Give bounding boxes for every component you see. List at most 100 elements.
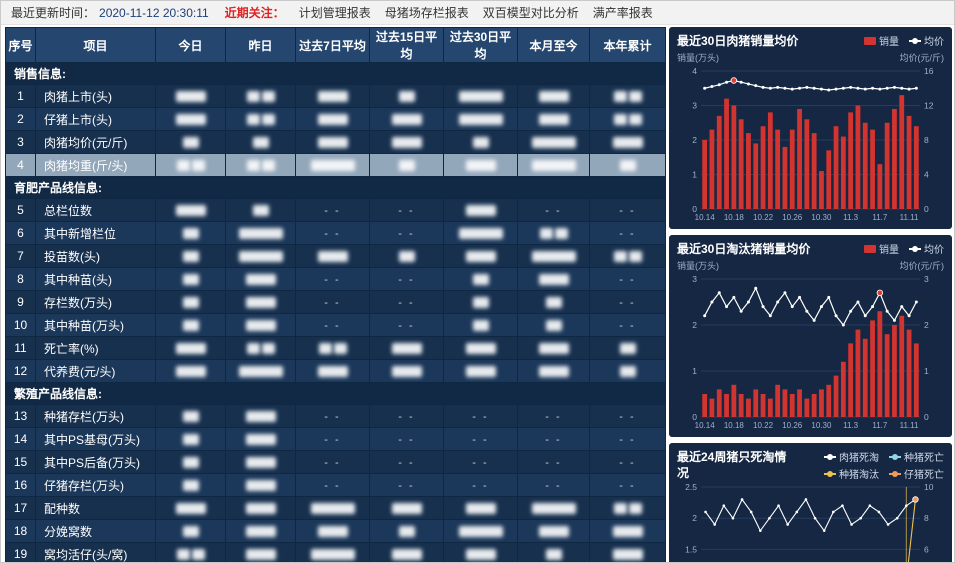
- column-header: 昨日: [225, 27, 296, 63]
- table-row[interactable]: 16 仔猪存栏(万头) - - - - - - - - - -: [5, 473, 666, 497]
- column-header: 过去15日平均: [369, 27, 444, 63]
- masked-value: [458, 114, 503, 126]
- legend-item-0[interactable]: 销量: [864, 241, 899, 256]
- legend-item-3[interactable]: 仔猪死亡: [889, 466, 944, 481]
- masked-value: [472, 297, 489, 309]
- cell-masked: [225, 359, 296, 383]
- table-row[interactable]: 15 其中PS后备(万头) - - - - - - - - - -: [5, 450, 666, 474]
- row-number: 1: [5, 84, 36, 108]
- masked-value: [175, 343, 206, 355]
- masked-value: [619, 160, 636, 172]
- masked-value: [317, 526, 348, 538]
- y-right-axis-label: 均价(元/斤): [899, 53, 945, 63]
- masked-value: [245, 457, 276, 469]
- row-number: 7: [5, 244, 36, 268]
- svg-text:10.30: 10.30: [811, 213, 832, 222]
- masked-value: [261, 114, 275, 126]
- nav-link-sow-farm-inventory-report[interactable]: 母猪场存栏报表: [384, 6, 469, 20]
- table-row[interactable]: 12 代养费(元/头): [5, 359, 666, 383]
- legend-item-2[interactable]: 种猪淘汰: [824, 466, 879, 481]
- line-swatch-icon: [889, 453, 901, 460]
- table-row[interactable]: 14 其中PS基母(万头) - - - - - - - - - -: [5, 427, 666, 451]
- svg-text:0: 0: [924, 204, 929, 214]
- focus-label: 近期关注：: [224, 6, 285, 20]
- table-row[interactable]: 7 投苗数(头): [5, 244, 666, 268]
- cell-dash: - -: [517, 404, 590, 428]
- chart-legend: 销量 均价: [864, 241, 944, 256]
- row-item-label: 分娩窝数: [35, 519, 156, 543]
- table-row[interactable]: 2 仔猪上市(头): [5, 107, 666, 131]
- daily-report-table: 序号 项目 今日 昨日 过去7日平均 过去15日平均 过去30日平均 本月至今 本年累计 销售信息…: [5, 27, 666, 562]
- table-row[interactable]: 4 肉猪均重(斤/头): [5, 153, 666, 177]
- empty-value: - -: [545, 411, 562, 423]
- row-item-label: 肉猪均重(斤/头): [35, 153, 156, 177]
- column-header: 过去30日平均: [443, 27, 518, 63]
- table-row[interactable]: 19 窝均活仔(头/窝): [5, 542, 666, 562]
- masked-value: [531, 503, 576, 515]
- masked-value: [191, 549, 205, 561]
- cell-masked: [517, 153, 590, 177]
- cell-dash: - -: [369, 290, 444, 314]
- cell-dash: - -: [589, 404, 666, 428]
- row-number: 12: [5, 359, 36, 383]
- table-row[interactable]: 13 种猪存栏(万头) - - - - - - - - - -: [5, 404, 666, 428]
- cell-dash: - -: [295, 267, 370, 291]
- cell-masked: [225, 473, 296, 497]
- cell-masked: [155, 267, 226, 291]
- nav-link-plan-report[interactable]: 计划管理报表: [298, 6, 371, 20]
- row-number: 15: [5, 450, 36, 474]
- masked-value: [458, 91, 503, 103]
- masked-value: [465, 160, 496, 172]
- table-row[interactable]: 5 总栏位数 - - - - - - - -: [5, 198, 666, 222]
- cell-masked: [369, 519, 444, 543]
- legend-item-0[interactable]: 销量: [864, 33, 899, 48]
- masked-value: [238, 251, 283, 263]
- svg-text:11.3: 11.3: [843, 421, 859, 430]
- legend-item-0[interactable]: 肉猪死淘: [824, 449, 879, 464]
- masked-value: [245, 526, 276, 538]
- cell-dash: - -: [369, 450, 444, 474]
- cell-masked: [225, 267, 296, 291]
- cell-masked: [589, 496, 666, 520]
- row-item-label: 总栏位数: [35, 198, 156, 222]
- empty-value: - -: [398, 480, 415, 492]
- table-row[interactable]: 8 其中种苗(头) - - - - - -: [5, 267, 666, 291]
- masked-value: [391, 137, 422, 149]
- masked-value: [238, 366, 283, 378]
- cell-masked: [155, 450, 226, 474]
- legend-item-1[interactable]: 种猪死亡: [889, 449, 944, 464]
- cell-masked: [155, 359, 226, 383]
- table-row[interactable]: 10 其中种苗(万头) - - - - - -: [5, 313, 666, 337]
- empty-value: - -: [398, 205, 415, 217]
- svg-text:1: 1: [924, 366, 929, 376]
- table-row[interactable]: 11 死亡率(%): [5, 336, 666, 360]
- nav-link-model-comparison[interactable]: 双百模型对比分析: [482, 6, 579, 20]
- section-row: 销售信息:: [5, 62, 666, 85]
- cell-dash: - -: [443, 473, 518, 497]
- legend-item-1[interactable]: 均价: [909, 33, 944, 48]
- legend-label: 销量: [879, 37, 899, 48]
- cell-dash: - -: [589, 427, 666, 451]
- row-number: 18: [5, 519, 36, 543]
- empty-value: - -: [619, 411, 636, 423]
- masked-value: [246, 91, 260, 103]
- masked-value: [612, 549, 643, 561]
- table-row[interactable]: 17 配种数: [5, 496, 666, 520]
- cell-masked: [443, 153, 518, 177]
- table-row[interactable]: 3 肉猪均价(元/斤): [5, 130, 666, 154]
- table-row[interactable]: 6 其中新增栏位 - - - - - -: [5, 221, 666, 245]
- cell-masked: [369, 130, 444, 154]
- svg-text:11.3: 11.3: [843, 213, 859, 222]
- svg-text:11.7: 11.7: [872, 421, 888, 430]
- cell-dash: - -: [369, 221, 444, 245]
- table-row[interactable]: 1 肉猪上市(头): [5, 84, 666, 108]
- legend-item-1[interactable]: 均价: [909, 241, 944, 256]
- cell-masked: [517, 313, 590, 337]
- cell-dash: - -: [443, 450, 518, 474]
- table-row[interactable]: 9 存栏数(万头) - - - - - -: [5, 290, 666, 314]
- cell-masked: [155, 107, 226, 131]
- table-row[interactable]: 18 分娩窝数: [5, 519, 666, 543]
- chart-title: 最近24周猪只死淘情况: [677, 450, 787, 480]
- nav-link-full-capacity-report[interactable]: 满产率报表: [592, 6, 653, 20]
- svg-text:11.11: 11.11: [900, 421, 919, 430]
